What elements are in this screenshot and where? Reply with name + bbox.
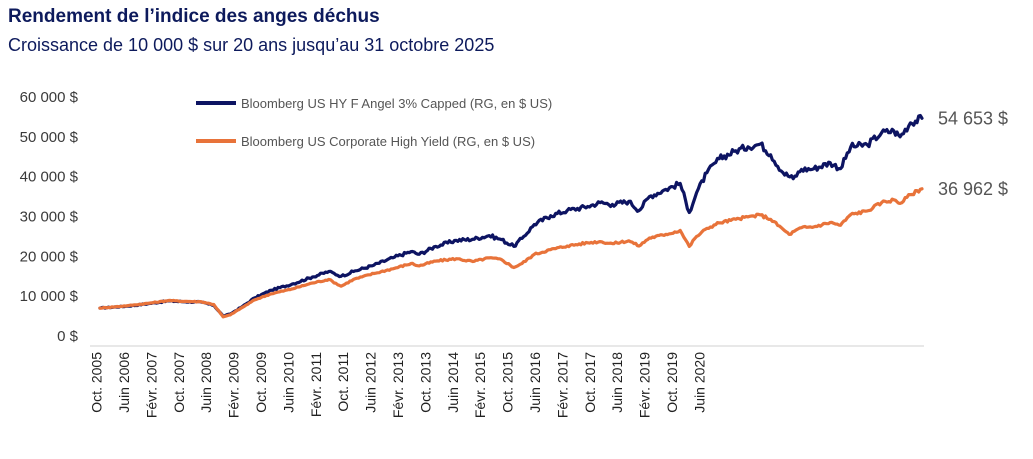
x-tick-label: Oct. 2005	[89, 352, 105, 413]
x-tick-label: Oct. 2013	[417, 352, 433, 413]
y-tick-label: 40 000 $	[20, 169, 79, 186]
series-layer	[98, 113, 924, 319]
chart-title: Rendement de l’indice des anges déchus	[8, 6, 380, 27]
x-axis: Oct. 2005 Juin 2006 Févr. 2007 Oct. 2007 Jui…	[89, 345, 924, 418]
x-tick-label: Oct. 2019	[664, 352, 680, 413]
x-tick-label: Oct. 2011	[335, 352, 351, 412]
x-tick-label: Févr. 2019	[637, 352, 653, 418]
y-tick-label: 20 000 $	[20, 248, 79, 265]
x-tick-label: Oct. 2017	[582, 352, 598, 413]
x-tick-label: Juin 2006	[116, 352, 132, 413]
x-tick-label: Oct. 2009	[253, 352, 269, 413]
y-tick-label: 30 000 $	[20, 209, 79, 226]
x-tick-label: Juin 2018	[609, 352, 625, 413]
x-tick-label: Juin 2016	[527, 352, 543, 413]
x-tick-label: Févr. 2013	[390, 352, 406, 418]
x-tick-label: Oct. 2007	[171, 352, 187, 413]
y-axis: 0 $ 10 000 $ 20 000 $ 30 000 $ 40 000 $ 50 00…	[20, 89, 79, 345]
y-tick-label: 10 000 $	[20, 288, 79, 305]
y-tick-label: 0 $	[57, 328, 79, 345]
x-tick-label: Juin 2010	[280, 352, 296, 413]
x-tick-label: Juin 2020	[691, 352, 707, 413]
end-value-label-2: 36 962 $	[938, 179, 1008, 199]
x-tick-label: Févr. 2011	[308, 352, 324, 417]
x-tick-label: Juin 2012	[363, 352, 379, 413]
x-tick-label: Févr. 2015	[472, 352, 488, 418]
y-tick-label: 60 000 $	[20, 89, 79, 106]
chart-subtitle: Croissance de 10 000 $ sur 20 ans jusqu’…	[8, 35, 495, 55]
legend-label-2: Bloomberg US Corporate High Yield (RG, e…	[241, 134, 535, 149]
x-tick-label: Juin 2008	[198, 352, 214, 413]
y-tick-label: 50 000 $	[20, 129, 79, 146]
series-line-2	[98, 187, 924, 319]
legend: Bloomberg US HY F Angel 3% Capped (RG, e…	[196, 96, 552, 149]
legend-label-1: Bloomberg US HY F Angel 3% Capped (RG, e…	[241, 96, 552, 111]
x-tick-label: Juin 2014	[445, 352, 461, 413]
end-value-label-1: 54 653 $	[938, 108, 1008, 128]
x-tick-label: Févr. 2007	[143, 352, 159, 418]
x-tick-label: Févr. 2009	[226, 352, 242, 418]
x-tick-label: Févr. 2017	[554, 352, 570, 418]
end-labels: 54 653 $ 36 962 $	[938, 108, 1008, 198]
x-tick-label: Oct. 2015	[500, 352, 516, 413]
